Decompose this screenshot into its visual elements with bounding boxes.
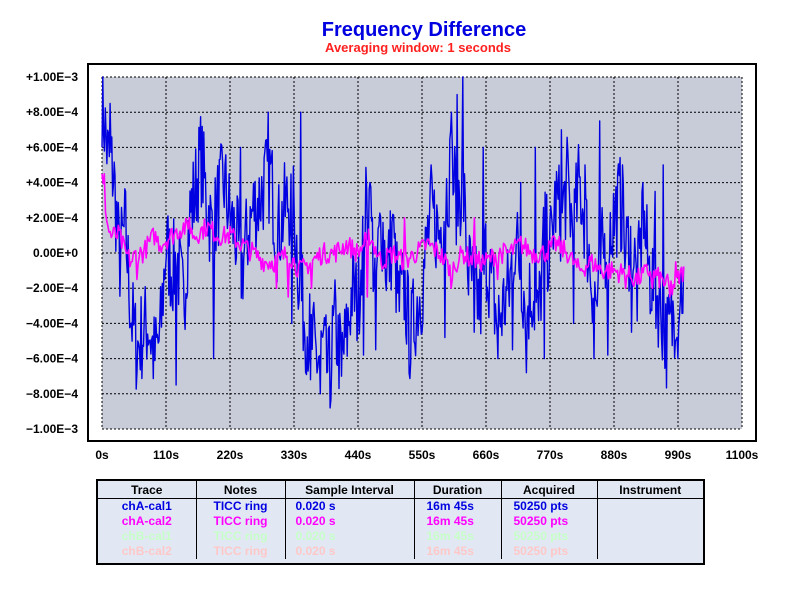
- header-trace: Trace: [98, 481, 197, 499]
- header-sample-interval: Sample Interval: [285, 481, 415, 499]
- y-tick-label: −1.00E−3: [26, 422, 78, 436]
- row-acquired: 50250 pts: [501, 529, 598, 544]
- row-duration: 16m 45s: [414, 544, 502, 559]
- chart-title: Frequency Difference: [322, 19, 527, 41]
- y-tick-label: −6.00E−4: [26, 352, 78, 366]
- row-acquired: 50250 pts: [501, 498, 598, 514]
- row-interval: 0.020 s: [285, 498, 415, 514]
- legend-row[interactable]: chA-cal1 TICC ring 0.020 s 16m 45s 50250…: [98, 498, 703, 515]
- chart-subtitle: Averaging window: 1 seconds: [325, 40, 511, 55]
- row-acquired: 50250 pts: [501, 544, 598, 559]
- y-tick-label: +8.00E−4: [26, 105, 78, 119]
- row-interval: 0.020 s: [285, 514, 415, 529]
- x-tick-label: 550s: [409, 448, 436, 462]
- row-instrument: [597, 544, 703, 559]
- y-tick-label: −4.00E−4: [26, 316, 78, 330]
- x-tick-label: 660s: [473, 448, 500, 462]
- y-tick-label: −8.00E−4: [26, 387, 78, 401]
- series-layer: [101, 76, 685, 409]
- row-instrument: [597, 499, 703, 515]
- x-axis-ticks: 0s 110s 220s 330s 440s 550s 660s 770s 880s 990s 11…: [95, 448, 758, 462]
- x-tick-label: 330s: [281, 448, 308, 462]
- x-tick-label: 110s: [153, 448, 179, 462]
- y-tick-label: +6.00E−4: [26, 140, 78, 154]
- row-duration: 16m 45s: [414, 498, 502, 514]
- x-tick-label: 220s: [217, 448, 244, 462]
- x-tick-label: 1100s: [726, 448, 759, 462]
- header-instrument: Instrument: [597, 481, 703, 499]
- row-notes: TICC ring: [196, 544, 286, 559]
- row-trace: chB-cal2: [98, 544, 197, 559]
- chart: Frequency Difference Averaging window: 1…: [26, 19, 759, 462]
- row-instrument: [597, 529, 703, 544]
- series-line-chA-cal1: [101, 76, 685, 409]
- legend-header-row: Trace Notes Sample Interval Duration Acq…: [98, 481, 703, 499]
- row-notes: TICC ring: [196, 529, 286, 544]
- legend-row[interactable]: chA-cal2 TICC ring 0.020 s 16m 45s 50250…: [98, 514, 703, 529]
- x-tick-label: 770s: [537, 448, 564, 462]
- y-tick-label: +1.00E−3: [26, 70, 78, 84]
- legend-row[interactable]: chB-cal1 TICC ring 0.020 s 16m 45s 50250…: [98, 529, 703, 544]
- row-notes: TICC ring: [196, 498, 286, 514]
- row-trace: chB-cal1: [98, 529, 197, 544]
- x-tick-label: 440s: [345, 448, 372, 462]
- x-tick-label: 880s: [601, 448, 628, 462]
- trace-legend-table: Trace Notes Sample Interval Duration Acq…: [96, 479, 705, 565]
- row-interval: 0.020 s: [285, 529, 415, 544]
- header-acquired: Acquired: [501, 481, 598, 499]
- legend-row[interactable]: chB-cal2 TICC ring 0.020 s 16m 45s 50250…: [98, 544, 703, 559]
- y-tick-label: −2.00E−4: [26, 281, 78, 295]
- row-instrument: [597, 514, 703, 529]
- x-tick-label: 990s: [665, 448, 692, 462]
- row-notes: TICC ring: [196, 514, 286, 529]
- y-tick-label: 0.00E+0: [33, 246, 78, 260]
- y-tick-label: +4.00E−4: [26, 176, 78, 190]
- header-notes: Notes: [196, 481, 286, 499]
- y-tick-label: +2.00E−4: [26, 211, 78, 225]
- row-duration: 16m 45s: [414, 529, 502, 544]
- row-interval: 0.020 s: [285, 544, 415, 559]
- row-acquired: 50250 pts: [501, 514, 598, 529]
- series-line-chA-cal2: [101, 173, 685, 298]
- row-trace: chA-cal1: [98, 498, 197, 514]
- row-trace: chA-cal2: [98, 514, 197, 529]
- y-axis-ticks: +1.00E−3 +8.00E−4 +6.00E−4 +4.00E−4 +2.00E−4…: [26, 70, 78, 436]
- row-duration: 16m 45s: [414, 514, 502, 529]
- x-tick-label: 0s: [95, 448, 109, 462]
- header-duration: Duration: [414, 481, 502, 499]
